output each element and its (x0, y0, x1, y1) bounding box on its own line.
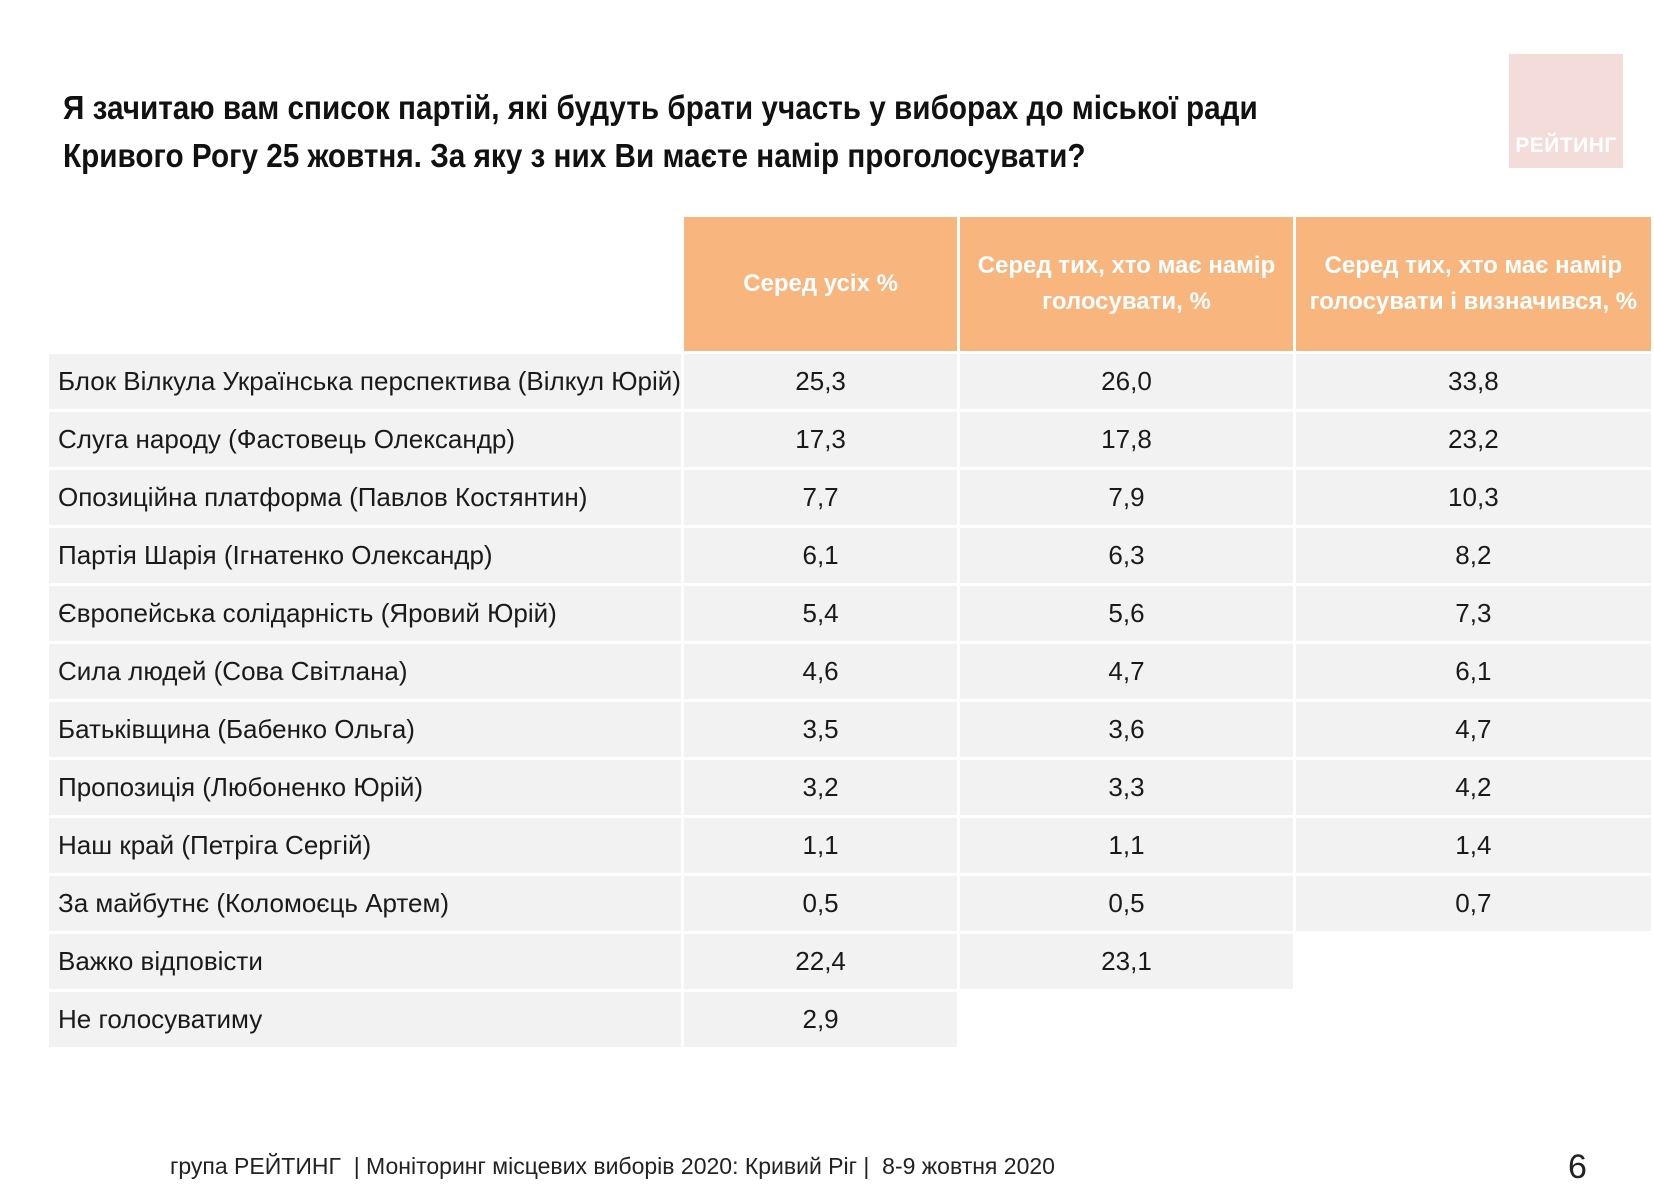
value-cell: 3,5 (683, 702, 958, 757)
table-row: Європейська солідарність (Яровий Юрій) 5,… (49, 586, 1651, 641)
value-cell: 1,1 (960, 818, 1293, 873)
rating-logo: РЕЙТИНГ (1509, 54, 1623, 168)
party-label: Опозиційна платформа (Павлов Костянтин) (49, 470, 681, 525)
party-label: Європейська солідарність (Яровий Юрій) (49, 586, 681, 641)
empty-cell (1296, 992, 1651, 1047)
table-row: Батьківщина (Бабенко Ольга) 3,5 3,6 4,7 (49, 702, 1651, 757)
value-cell: 6,1 (683, 528, 958, 583)
party-label: Наш край (Петріга Сергій) (49, 818, 681, 873)
empty-cell (1296, 934, 1651, 989)
value-cell: 33,8 (1295, 354, 1651, 409)
header-row: Серед усіх % Серед тих, хто має намір го… (49, 217, 1651, 351)
party-label: Пропозиція (Любоненко Юрій) (49, 760, 681, 815)
logo-text: РЕЙТИНГ (1515, 134, 1617, 157)
value-cell: 5,6 (960, 586, 1293, 641)
value-cell: 17,8 (960, 412, 1293, 467)
value-cell: 7,9 (960, 470, 1293, 525)
table-row: Пропозиція (Любоненко Юрій) 3,2 3,3 4,2 (49, 760, 1651, 815)
value-cell: 25,3 (683, 354, 958, 409)
value-cell: 5,4 (683, 586, 958, 641)
value-cell: 8,2 (1295, 528, 1651, 583)
value-cell: 4,7 (1295, 702, 1651, 757)
party-label: Батьківщина (Бабенко Ольга) (49, 702, 681, 757)
column-header: Серед усіх % (683, 217, 958, 351)
table-row: Блок Вілкула Українська перспектива (Віл… (49, 354, 1651, 409)
value-cell: 1,1 (683, 818, 958, 873)
party-label: За майбутнє (Коломоєць Артем) (49, 876, 681, 931)
value-cell: 2,9 (683, 992, 958, 1047)
value-cell: 6,3 (960, 528, 1293, 583)
party-label: Партія Шарія (Ігнатенко Олександр) (49, 528, 681, 583)
party-label: Не голосуватиму (49, 992, 681, 1047)
value-cell: 0,5 (683, 876, 958, 931)
value-cell: 23,1 (960, 934, 1293, 989)
party-label: Слуга народу (Фастовець Олександр) (49, 412, 681, 467)
column-header: Серед тих, хто має намір голосувати, % (960, 217, 1293, 351)
page-title: Я зачитаю вам список партій, які будуть … (63, 89, 1258, 174)
table-row: Слуга народу (Фастовець Олександр) 17,3 17… (49, 412, 1651, 467)
table-row: Опозиційна платформа (Павлов Костянтин) 7… (49, 470, 1651, 525)
value-cell: 7,3 (1295, 586, 1651, 641)
party-label: Важко відповісти (49, 934, 681, 989)
value-cell: 7,7 (683, 470, 958, 525)
empty-cell (960, 992, 1292, 1047)
column-header: Серед тих, хто має намір голосувати і ви… (1295, 217, 1651, 351)
party-label: Сила людей (Сова Світлана) (49, 644, 681, 699)
value-cell: 22,4 (683, 934, 958, 989)
value-cell: 4,6 (683, 644, 958, 699)
table-row: Не голосуватиму 2,9 (49, 992, 1651, 1047)
table-row: Наш край (Петріга Сергій) 1,1 1,1 1,4 (49, 818, 1651, 873)
party-label: Блок Вілкула Українська перспектива (Віл… (49, 354, 681, 409)
value-cell: 26,0 (960, 354, 1293, 409)
results-table: Серед усіх % Серед тих, хто має намір го… (46, 214, 1654, 1050)
value-cell: 0,5 (960, 876, 1293, 931)
page-number: 6 (1568, 1148, 1587, 1186)
value-cell: 10,3 (1295, 470, 1651, 525)
header-blank (49, 217, 681, 351)
footer-text: група РЕЙТИНГ | Моніторинг місцевих вибо… (170, 1153, 1055, 1179)
value-cell: 4,7 (960, 644, 1293, 699)
table-row: Партія Шарія (Ігнатенко Олександр) 6,1 6,3… (49, 528, 1651, 583)
table-row: Важко відповісти 22,4 23,1 (49, 934, 1651, 989)
value-cell: 6,1 (1295, 644, 1651, 699)
table-row: Сила людей (Сова Світлана) 4,6 4,7 6,1 (49, 644, 1651, 699)
value-cell: 1,4 (1295, 818, 1651, 873)
table-body: Блок Вілкула Українська перспектива (Віл… (49, 354, 1651, 1047)
value-cell: 0,7 (1295, 876, 1651, 931)
value-cell: 3,6 (960, 702, 1293, 757)
table-row: За майбутнє (Коломоєць Артем) 0,5 0,5 0,7 (49, 876, 1651, 931)
value-cell: 3,3 (960, 760, 1293, 815)
value-cell: 23,2 (1295, 412, 1651, 467)
value-cell: 3,2 (683, 760, 958, 815)
value-cell: 17,3 (683, 412, 958, 467)
value-cell: 4,2 (1295, 760, 1651, 815)
